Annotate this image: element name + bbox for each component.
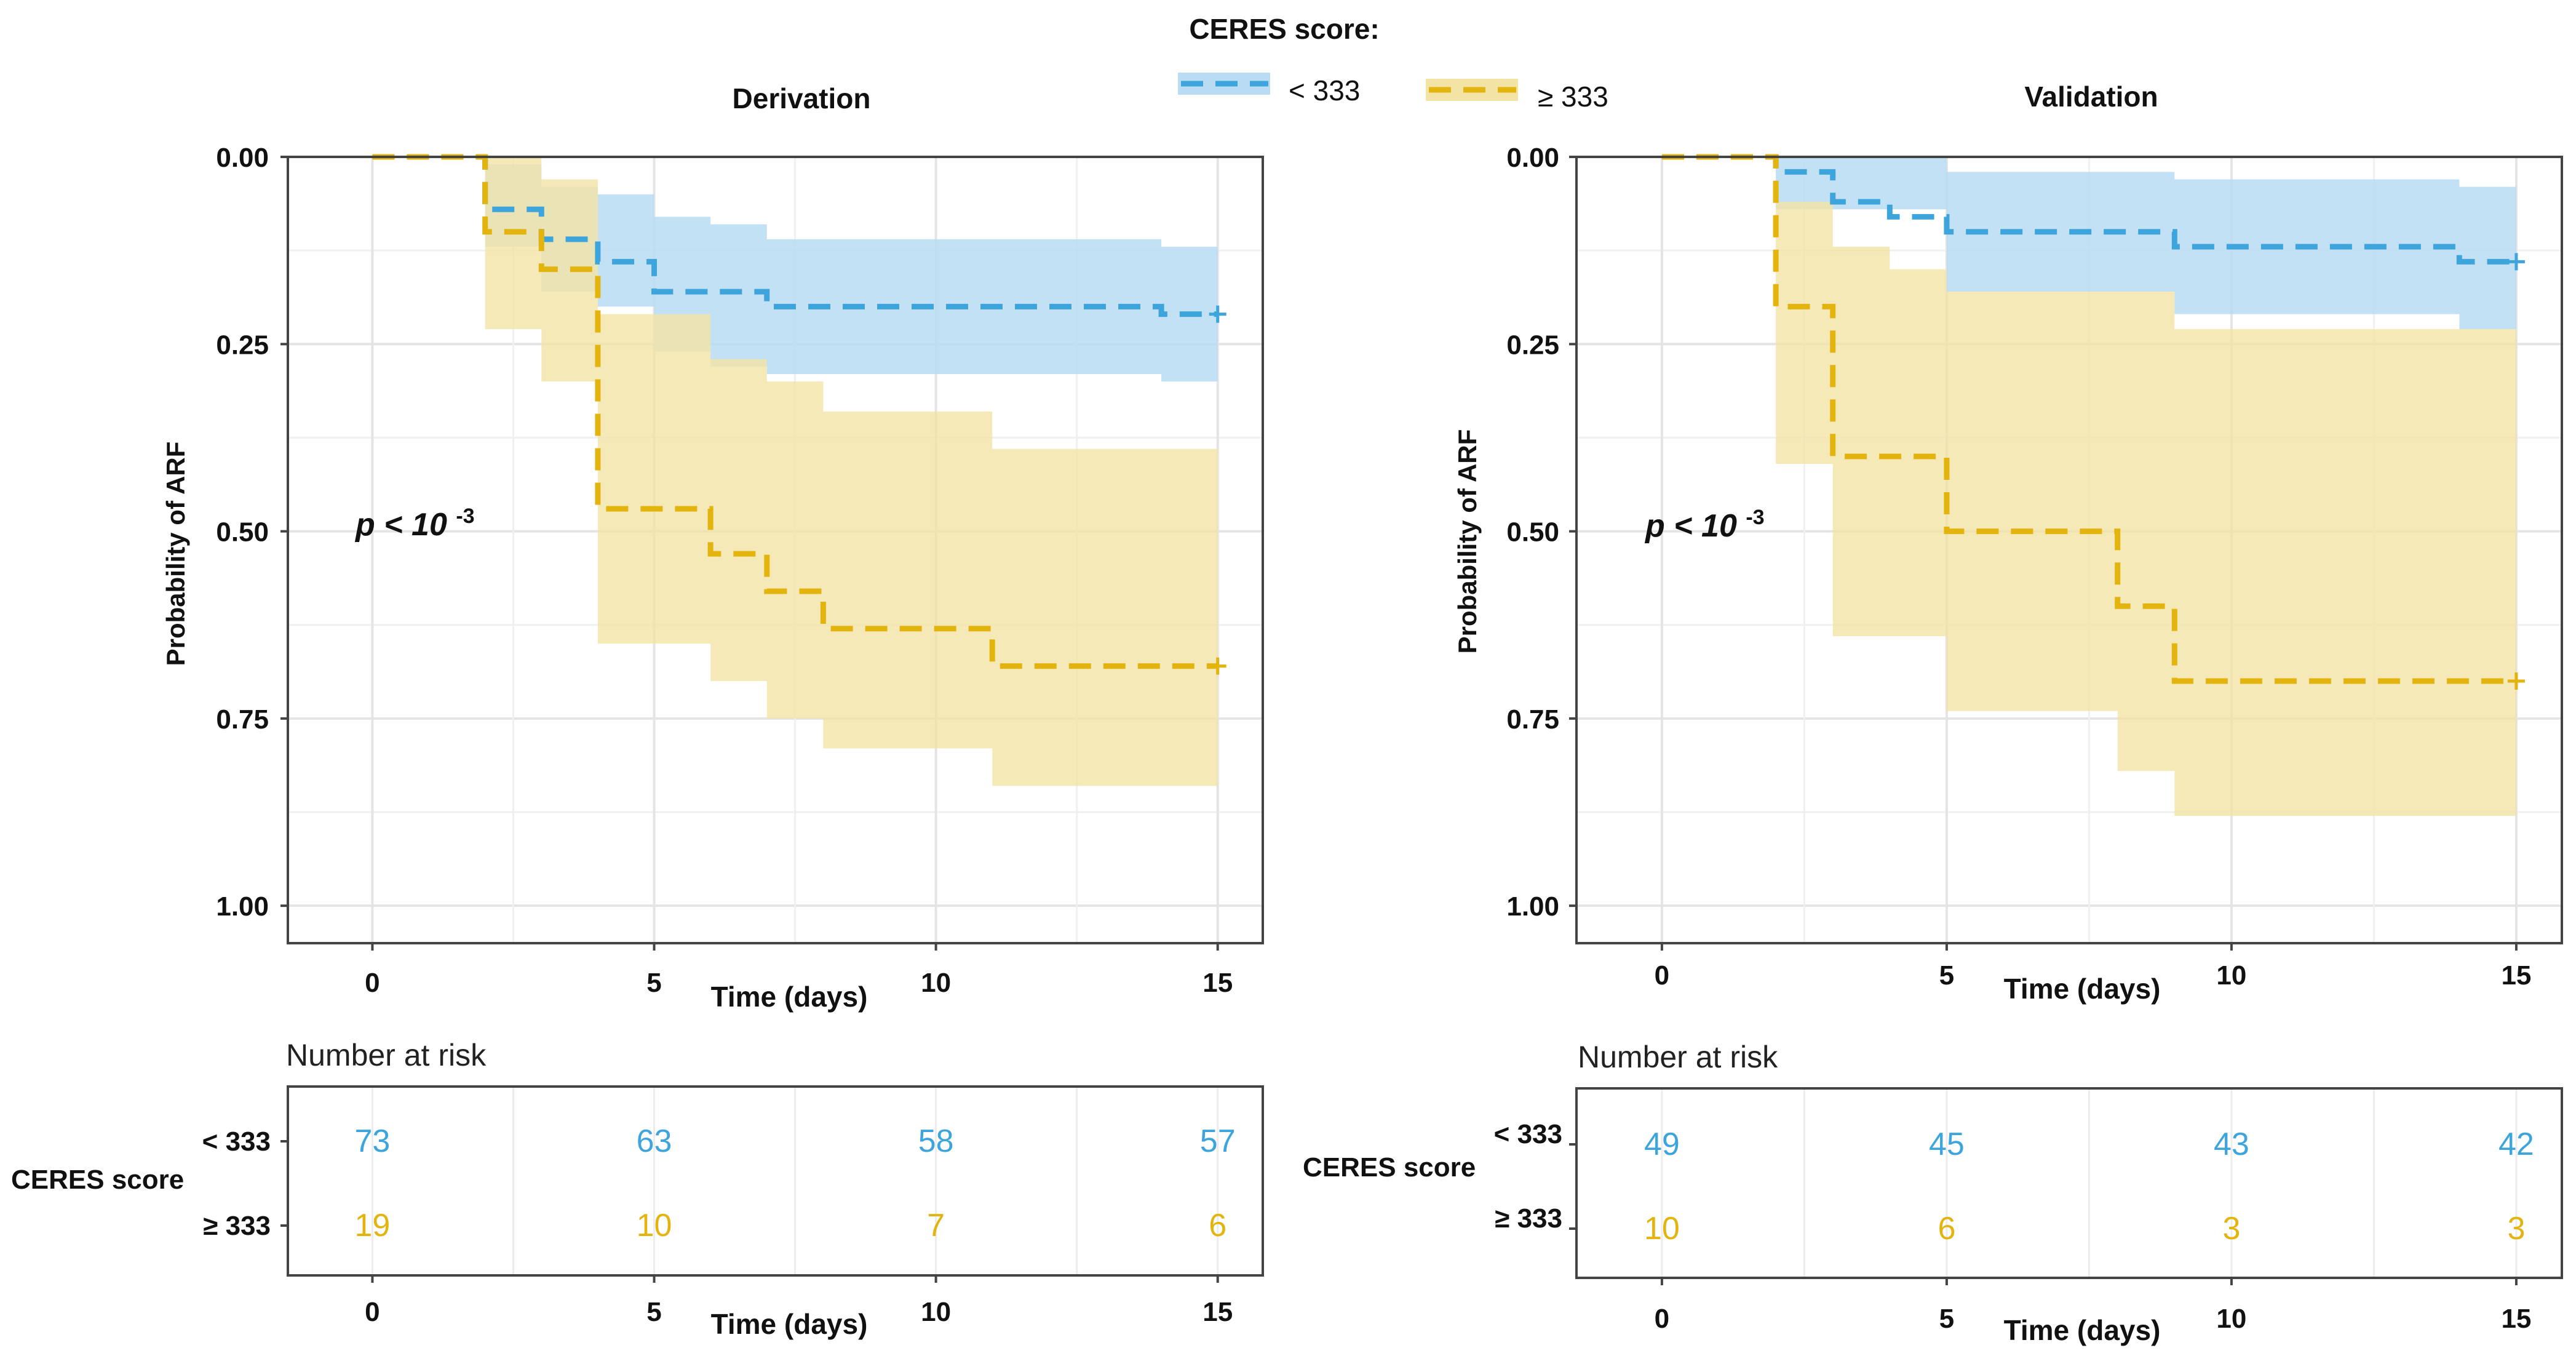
- validation-pvalue-exponent: -3: [1746, 506, 1764, 529]
- derivation-risk-background: [288, 1087, 1263, 1275]
- validation-risk-value-high: 10: [1644, 1211, 1680, 1246]
- validation-x-tick-label: 10: [2216, 960, 2246, 991]
- derivation-risk-group-label: CERES score: [11, 1165, 184, 1195]
- validation-censor-mark-high: [2507, 672, 2525, 690]
- derivation-y-tick-label: 0.25: [216, 330, 269, 360]
- validation-risk-value-low: 49: [1644, 1127, 1680, 1162]
- derivation-risk-value-high: 7: [927, 1208, 945, 1243]
- validation-risk-value-high: 3: [2222, 1211, 2240, 1246]
- validation-y-tick-label: 1.00: [1506, 891, 1559, 922]
- validation-risk-x-tick-label: 0: [1655, 1304, 1669, 1334]
- derivation-risk-title: Number at risk: [286, 1038, 487, 1072]
- derivation-y-tick-label: 0.00: [216, 143, 269, 173]
- derivation-risk-x-tick-label: 10: [921, 1297, 951, 1327]
- validation-risk-row-label-low: < 333: [1494, 1119, 1562, 1149]
- derivation-risk-x-tick-label: 5: [646, 1297, 661, 1327]
- validation-risk-row-label-high: ≥ 333: [1495, 1203, 1562, 1234]
- derivation-risk-value-low: 57: [1200, 1123, 1236, 1159]
- derivation-risk-xlabel: Time (days): [711, 1308, 868, 1340]
- derivation-risk-row-label-low: < 333: [202, 1127, 271, 1157]
- validation-y-tick-label: 0.25: [1506, 330, 1559, 360]
- derivation-risk-border: [287, 1085, 1264, 1277]
- validation-pvalue-text: p < 10: [1644, 508, 1737, 544]
- derivation-km-line-high: [372, 154, 1218, 669]
- validation-ci-band-high: [1776, 202, 2516, 816]
- derivation-x-tick-label: 10: [921, 968, 951, 998]
- validation-risk-title: Number at risk: [1578, 1040, 1778, 1074]
- derivation-plot-border: [287, 156, 1264, 944]
- derivation-risk-x-tick-label: 15: [1203, 1297, 1233, 1327]
- validation-risk-x-tick-label: 5: [1939, 1304, 1954, 1334]
- validation-risk-value-high: 3: [2507, 1211, 2525, 1246]
- derivation-pvalue: p < 10 -3: [354, 505, 475, 543]
- validation-censor-mark-low: [2507, 253, 2525, 271]
- derivation-censor-mark-high: [1209, 657, 1226, 675]
- validation-x-tick-label: 0: [1655, 960, 1669, 991]
- validation-ci-band-low: [1776, 157, 2516, 329]
- derivation-x-tick-label: 0: [365, 968, 380, 998]
- derivation-panel: Derivation Probability of ARF 0.000.250.…: [11, 82, 1264, 1340]
- derivation-risk-value-low: 58: [918, 1123, 954, 1159]
- validation-risk-value-low: 42: [2498, 1127, 2534, 1162]
- derivation-ylabel: Probability of ARF: [161, 442, 190, 666]
- derivation-km-line-low: [372, 154, 1218, 317]
- legend: CERES score: < 333 ≥ 333: [1178, 13, 1608, 113]
- validation-risk-background: [1576, 1088, 2562, 1278]
- validation-y-tick-label: 0.75: [1506, 704, 1559, 735]
- validation-xlabel: Time (days): [2004, 973, 2161, 1005]
- validation-risk-x-tick-label: 15: [2501, 1304, 2531, 1334]
- validation-panel: Validation Probability of ARF 0.000.250.…: [1303, 81, 2563, 1346]
- validation-risk-x-tick-label: 10: [2216, 1304, 2246, 1334]
- derivation-y-tick-label: 1.00: [216, 891, 269, 922]
- derivation-title: Derivation: [733, 82, 871, 114]
- derivation-risk-x-tick-label: 0: [365, 1297, 380, 1327]
- validation-risk-value-high: 6: [1938, 1211, 1955, 1246]
- derivation-censor-mark-low: [1209, 305, 1226, 323]
- validation-risk-group-label: CERES score: [1303, 1152, 1476, 1183]
- validation-km-line-low: [1661, 154, 2516, 265]
- legend-blue-label: < 333: [1289, 74, 1360, 106]
- legend-title: CERES score:: [1189, 13, 1379, 45]
- validation-y-tick-label: 0.00: [1506, 143, 1559, 173]
- validation-x-tick-label: 5: [1939, 960, 1954, 991]
- validation-risk-xlabel: Time (days): [2004, 1314, 2161, 1346]
- derivation-ci-band-high: [485, 157, 1218, 786]
- validation-km-line-high: [1661, 154, 2516, 684]
- derivation-risk-value-high: 10: [637, 1208, 672, 1243]
- validation-x-tick-label: 15: [2501, 960, 2531, 991]
- derivation-risk-value-high: 19: [355, 1208, 391, 1243]
- derivation-risk-value-low: 73: [355, 1123, 391, 1159]
- validation-title: Validation: [2024, 81, 2158, 113]
- derivation-y-tick-label: 0.75: [216, 704, 269, 735]
- derivation-km-plot: 0.00 0.25 0.50 0.75 1.00 0 5 10 15: [216, 143, 1264, 998]
- derivation-risk-row-label-high: ≥ 333: [203, 1211, 271, 1241]
- derivation-x-tick-label: 5: [646, 968, 661, 998]
- validation-risk-value-low: 43: [2214, 1127, 2249, 1162]
- legend-gold-label: ≥ 333: [1538, 81, 1608, 113]
- validation-plot-border: [1575, 156, 2563, 944]
- derivation-risk-table: 73 63 58 57 19 10 7 6 0 5 10 15: [280, 1085, 1264, 1327]
- validation-pvalue: p < 10 -3: [1644, 506, 1765, 544]
- validation-risk-border: [1575, 1087, 2563, 1279]
- validation-km-plot: 0.00 0.25 0.50 0.75 1.00 0 5 10 15: [1506, 143, 2563, 991]
- validation-ylabel: Probability of ARF: [1453, 429, 1482, 654]
- derivation-xlabel: Time (days): [711, 981, 868, 1013]
- validation-risk-table: 49 45 43 42 10 6 3 3 0 5 10 15: [1569, 1087, 2563, 1334]
- derivation-pvalue-text: p < 10: [354, 507, 447, 543]
- derivation-pvalue-exponent: -3: [456, 505, 474, 528]
- validation-risk-value-low: 45: [1929, 1127, 1965, 1162]
- derivation-y-tick-label: 0.50: [216, 517, 269, 548]
- validation-y-tick-label: 0.50: [1506, 517, 1559, 548]
- derivation-risk-value-high: 6: [1209, 1208, 1226, 1243]
- derivation-x-tick-label: 15: [1203, 968, 1233, 998]
- derivation-risk-value-low: 63: [637, 1123, 672, 1159]
